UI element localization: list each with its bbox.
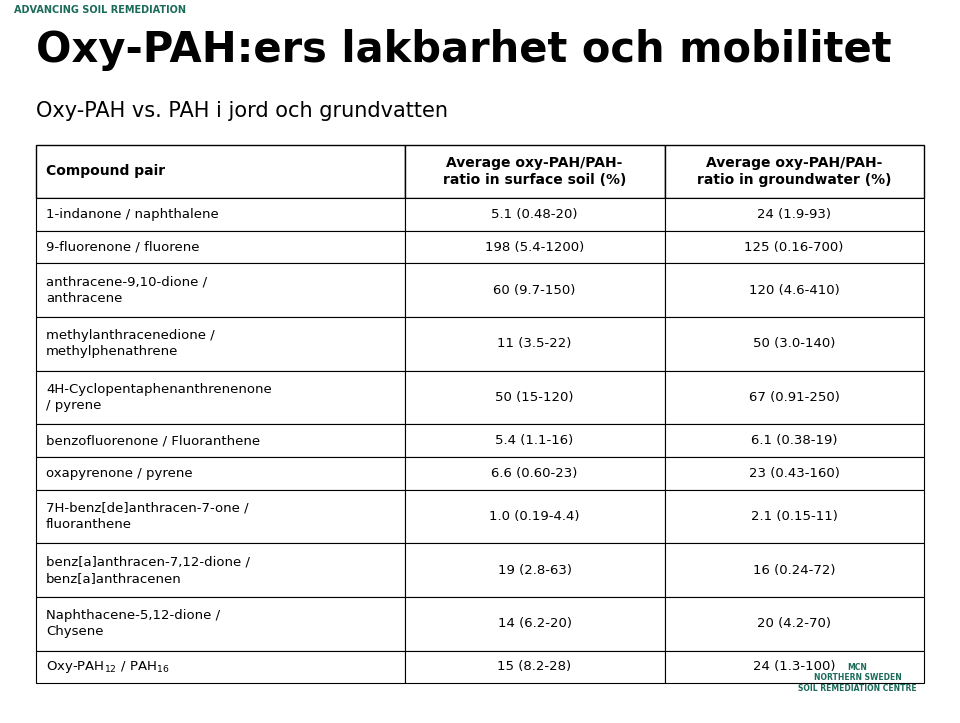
Text: 7H-benz[de]anthracen-7-one /
fluoranthene: 7H-benz[de]anthracen-7-one / fluoranthen… <box>46 502 249 531</box>
Text: 15 (8.2-28): 15 (8.2-28) <box>497 661 571 673</box>
Text: 50 (3.0-140): 50 (3.0-140) <box>753 338 835 351</box>
Text: 9-fluorenone / fluorene: 9-fluorenone / fluorene <box>46 241 200 254</box>
Text: 16 (0.24-72): 16 (0.24-72) <box>753 564 835 577</box>
Text: Oxy-PAH$_{12}$ / PAH$_{16}$: Oxy-PAH$_{12}$ / PAH$_{16}$ <box>46 659 170 675</box>
Text: 2.1 (0.15-11): 2.1 (0.15-11) <box>751 510 837 523</box>
Text: 60 (9.7-150): 60 (9.7-150) <box>493 283 576 296</box>
Text: 198 (5.4-1200): 198 (5.4-1200) <box>485 241 585 254</box>
Text: 4H-Cyclopentaphenanthrenenone
/ pyrene: 4H-Cyclopentaphenanthrenenone / pyrene <box>46 383 272 412</box>
Text: 5.1 (0.48-20): 5.1 (0.48-20) <box>492 208 578 221</box>
Text: anthracene-9,10-dione /
anthracene: anthracene-9,10-dione / anthracene <box>46 275 207 304</box>
Text: 1-indanone / naphthalene: 1-indanone / naphthalene <box>46 208 219 221</box>
Text: 6.6 (0.60-23): 6.6 (0.60-23) <box>492 467 578 480</box>
Text: 5.4 (1.1-16): 5.4 (1.1-16) <box>495 435 574 448</box>
Text: Compound pair: Compound pair <box>46 164 165 179</box>
Text: 14 (6.2-20): 14 (6.2-20) <box>497 617 571 630</box>
Text: 125 (0.16-700): 125 (0.16-700) <box>744 241 844 254</box>
Text: methylanthracenedione /
methylphenathrene: methylanthracenedione / methylphenathren… <box>46 330 215 359</box>
Text: benzofluorenone / Fluoranthene: benzofluorenone / Fluoranthene <box>46 435 260 448</box>
Text: 19 (2.8-63): 19 (2.8-63) <box>497 564 571 577</box>
Text: Oxy-PAH vs. PAH i jord och grundvatten: Oxy-PAH vs. PAH i jord och grundvatten <box>36 101 448 121</box>
Text: MCN
NORTHERN SWEDEN
SOIL REMEDIATION CENTRE: MCN NORTHERN SWEDEN SOIL REMEDIATION CEN… <box>798 663 917 693</box>
Text: 23 (0.43-160): 23 (0.43-160) <box>749 467 839 480</box>
Text: 24 (1.3-100): 24 (1.3-100) <box>753 661 835 673</box>
Text: oxapyrenone / pyrene: oxapyrenone / pyrene <box>46 467 193 480</box>
Text: 67 (0.91-250): 67 (0.91-250) <box>749 391 839 404</box>
Text: Average oxy-PAH/PAH-
ratio in surface soil (%): Average oxy-PAH/PAH- ratio in surface so… <box>443 156 626 187</box>
Text: 11 (3.5-22): 11 (3.5-22) <box>497 338 572 351</box>
Text: Oxy-PAH:ers lakbarhet och mobilitet: Oxy-PAH:ers lakbarhet och mobilitet <box>36 29 892 71</box>
Text: 6.1 (0.38-19): 6.1 (0.38-19) <box>751 435 837 448</box>
Text: 1.0 (0.19-4.4): 1.0 (0.19-4.4) <box>490 510 580 523</box>
Text: 24 (1.9-93): 24 (1.9-93) <box>757 208 831 221</box>
Text: 120 (4.6-410): 120 (4.6-410) <box>749 283 839 296</box>
Text: Naphthacene-5,12-dione /
Chysene: Naphthacene-5,12-dione / Chysene <box>46 609 220 638</box>
Text: 50 (15-120): 50 (15-120) <box>495 391 574 404</box>
Text: ADVANCING SOIL REMEDIATION: ADVANCING SOIL REMEDIATION <box>14 5 186 15</box>
Text: Average oxy-PAH/PAH-
ratio in groundwater (%): Average oxy-PAH/PAH- ratio in groundwate… <box>697 156 891 187</box>
Text: 20 (4.2-70): 20 (4.2-70) <box>757 617 831 630</box>
Text: benz[a]anthracen-7,12-dione /
benz[a]anthracenen: benz[a]anthracen-7,12-dione / benz[a]ant… <box>46 556 250 585</box>
